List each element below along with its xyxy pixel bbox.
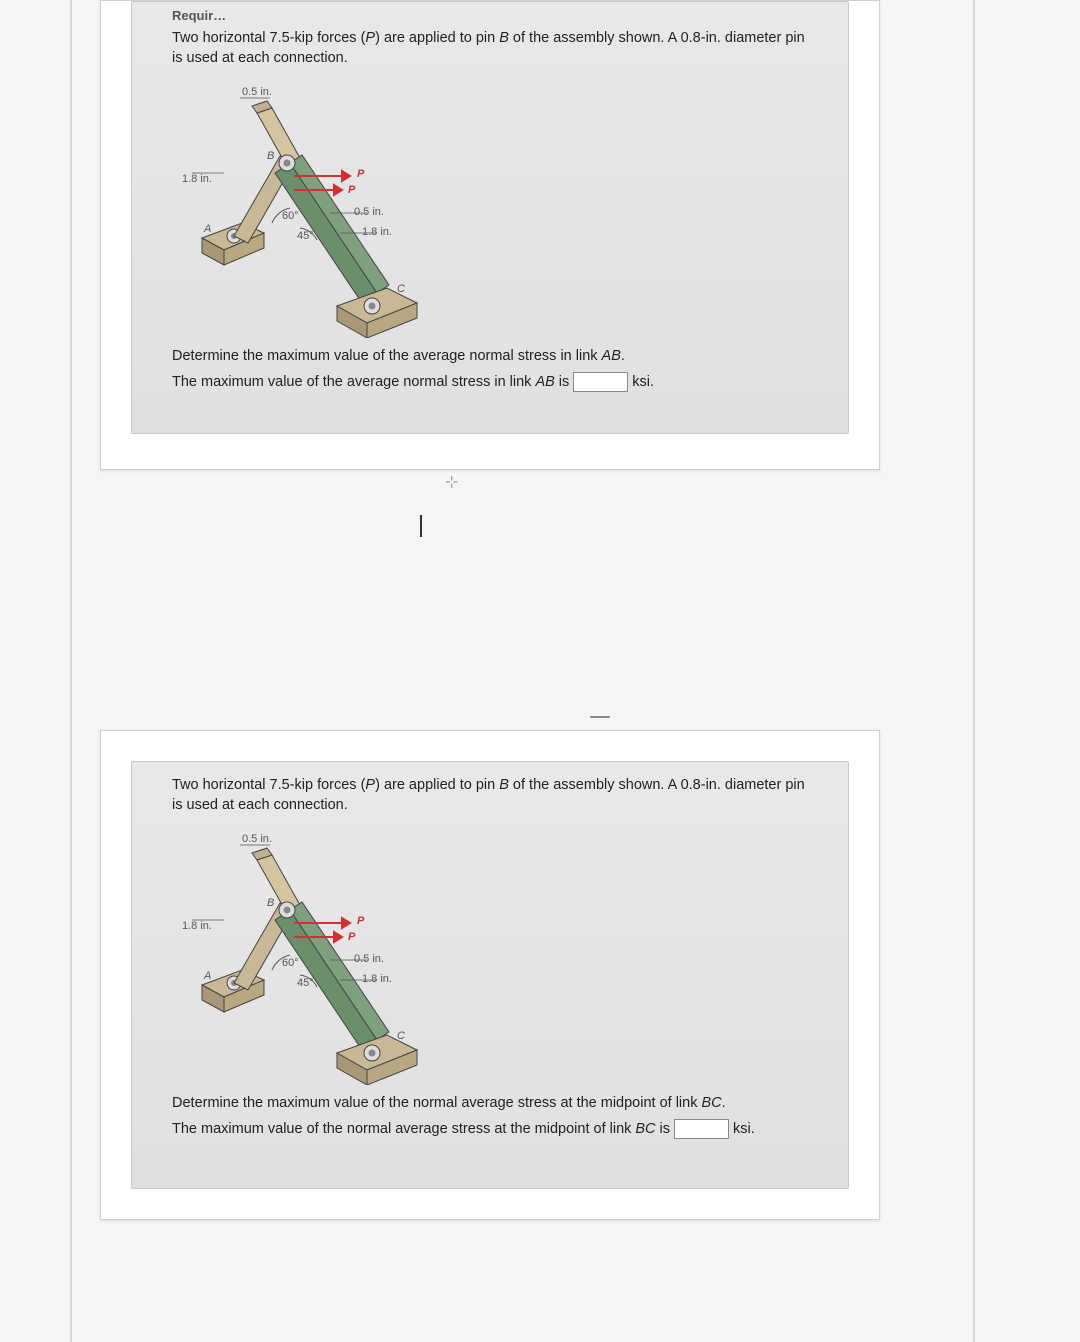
resize-mark-icon: ⊹ — [445, 472, 458, 492]
assembly-figure-1: 0.5 in. 1.8 in. B P P 0.5 in. 1.8 in. A … — [172, 78, 432, 338]
q2-text: Determine the maximum value of the norma… — [172, 1095, 702, 1111]
q1-text2: . — [621, 348, 625, 364]
answer-input-2[interactable] — [674, 1119, 729, 1139]
fig-angle-60: 60° — [282, 210, 299, 222]
prompt-text: Two horizontal 7.5-kip forces ( — [172, 777, 365, 793]
answer-input-1[interactable] — [573, 372, 628, 392]
prompt-var-B: B — [499, 30, 509, 46]
figure-svg — [172, 78, 432, 338]
fig-angle-45: 45° — [297, 230, 314, 242]
figure-svg — [172, 825, 432, 1085]
base-c — [337, 288, 417, 338]
problem-panel-2: Two horizontal 7.5-kip forces (P) are ap… — [131, 761, 849, 1189]
a2-text: The maximum value of the normal average … — [172, 1121, 631, 1137]
fig-dim-18: 1.8 in. — [362, 226, 392, 238]
q2-link: BC — [702, 1095, 722, 1111]
fig-label-p1: P — [357, 168, 364, 180]
prompt-var-B: B — [499, 777, 509, 793]
pin-b-inner — [284, 907, 291, 914]
prompt-text: ) are applied to pin — [375, 777, 499, 793]
question-1: Determine the maximum value of the avera… — [132, 348, 848, 372]
fig-label-c: C — [397, 1030, 405, 1042]
q1-link: AB — [602, 348, 621, 364]
fig-label-b: B — [267, 897, 274, 909]
prompt-var-P: P — [365, 777, 375, 793]
text-cursor — [420, 515, 422, 537]
a1-text: The maximum value of the average normal … — [172, 374, 531, 390]
header-truncated: Requir… — [132, 2, 848, 23]
fig-dim-left: 1.8 in. — [182, 920, 212, 932]
a1-unit: ksi. — [632, 374, 654, 390]
problem-card-2: Two horizontal 7.5-kip forces (P) are ap… — [100, 730, 880, 1220]
prompt-text: Two horizontal 7.5-kip forces ( — [172, 30, 365, 46]
problem-prompt-1: Two horizontal 7.5-kip forces (P) are ap… — [132, 23, 848, 78]
page-margin-left — [70, 0, 72, 1342]
answer-line-2: The maximum value of the normal average … — [132, 1119, 848, 1153]
q2-text2: . — [722, 1095, 726, 1111]
fig-angle-45: 45° — [297, 977, 314, 989]
fig-label-p2: P — [348, 931, 355, 943]
a1-text2: is — [559, 374, 569, 390]
stray-line — [590, 716, 610, 718]
problem-prompt-2: Two horizontal 7.5-kip forces (P) are ap… — [132, 762, 848, 825]
page-margin-right — [973, 0, 975, 1342]
base-c — [337, 1035, 417, 1085]
question-2: Determine the maximum value of the norma… — [132, 1095, 848, 1119]
fig-label-p2: P — [348, 184, 355, 196]
assembly-figure-2: 0.5 in. 1.8 in. B P P 0.5 in. 1.8 in. A … — [172, 825, 432, 1085]
fig-label-c: C — [397, 283, 405, 295]
fig-dim-top: 0.5 in. — [242, 833, 272, 845]
fig-dim-left: 1.8 in. — [182, 173, 212, 185]
prompt-text: ) are applied to pin — [375, 30, 499, 46]
answer-line-1: The maximum value of the average normal … — [132, 372, 848, 406]
q1-text: Determine the maximum value of the avera… — [172, 348, 602, 364]
a1-link: AB — [535, 374, 554, 390]
fig-label-p1: P — [357, 915, 364, 927]
fig-label-a: A — [204, 223, 211, 235]
fig-label-b: B — [267, 150, 274, 162]
pin-b-inner — [284, 160, 291, 167]
problem-panel-1: Requir… Two horizontal 7.5-kip forces (P… — [131, 1, 849, 434]
fig-dim-05: 0.5 in. — [354, 206, 384, 218]
fig-dim-top: 0.5 in. — [242, 86, 272, 98]
prompt-var-P: P — [365, 30, 375, 46]
fig-label-a: A — [204, 970, 211, 982]
fig-dim-18: 1.8 in. — [362, 973, 392, 985]
problem-card-1: Requir… Two horizontal 7.5-kip forces (P… — [100, 0, 880, 470]
fig-dim-05: 0.5 in. — [354, 953, 384, 965]
a2-unit: ksi. — [733, 1121, 755, 1137]
a2-text2: is — [660, 1121, 670, 1137]
fig-angle-60: 60° — [282, 957, 299, 969]
a2-link: BC — [635, 1121, 655, 1137]
